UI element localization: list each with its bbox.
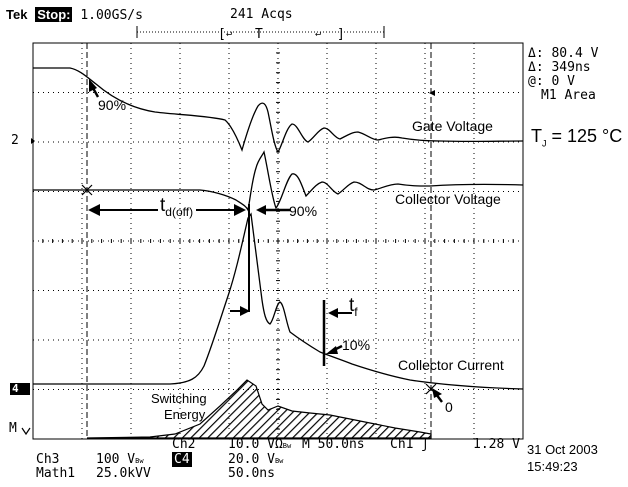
math1-scale: 25.0kVV (96, 466, 151, 481)
acquisition-count: 241 Acqs (230, 7, 293, 22)
collector-current-waveform (33, 212, 524, 390)
svg-text:]: ] (337, 27, 345, 42)
td-sub: d(off) (165, 204, 194, 219)
td-off-label: td(off) (160, 196, 193, 222)
ch4-marker: 4 (12, 382, 19, 395)
ch2-scale: 10.0 VΩ (228, 437, 283, 452)
tf-main: t (349, 295, 355, 316)
scope-header: Tek Stop: 1.00GS/s (6, 7, 143, 23)
delta-time-readout: Δ: 349ns (528, 60, 591, 75)
energy-label: Energy (164, 407, 206, 422)
trigger-position-bar: [ ↵ T ↵ ] (136, 26, 385, 42)
collector-voltage-waveform (33, 150, 524, 212)
date-stamp: 31 Oct 2003 (527, 442, 598, 457)
svg-text:↵: ↵ (226, 28, 232, 39)
trigger-slope-icon: ʃ (421, 437, 430, 452)
ch2-label: Ch2 (172, 437, 196, 452)
tf-label: tf (349, 296, 358, 322)
collector-current-label: Collector Current (398, 357, 504, 373)
math-ground-arrow (21, 427, 31, 436)
ch4-scale: 20.0 V (228, 452, 275, 467)
math1-time: 50.0ns (228, 466, 275, 481)
cursor-2-arrow (429, 90, 435, 96)
math-marker: M (9, 421, 17, 436)
td-main: t (160, 195, 166, 216)
trigger-status: Ch1 ʃ (390, 437, 429, 452)
svg-text:T: T (255, 27, 263, 42)
ch4-ground-marker (10, 383, 30, 395)
ch2-scale-status: 10.0 VΩBw (228, 437, 291, 454)
gate-voltage-waveform (33, 67, 524, 154)
ch3-scale: 100 V (96, 452, 136, 467)
collector-voltage-label: Collector Voltage (395, 191, 501, 207)
ch4-status: C4 (172, 452, 192, 467)
ch3-scale-status: 100 VBw (96, 452, 144, 469)
td-off-arrows (88, 204, 246, 216)
gate-90-percent-label: 90% (98, 97, 127, 113)
tf-sub: f (354, 304, 358, 319)
tj-sub: J (542, 138, 547, 149)
graticule-grid (32, 42, 524, 440)
ch3-bw-icon: Bw (135, 457, 144, 465)
brand-label: Tek (6, 7, 28, 22)
math-area-label: M1 Area (541, 88, 596, 103)
ch4-scale-status: 20.0 VBw (228, 452, 283, 469)
trigger-channel: Ch1 (390, 437, 414, 452)
ch2-marker: 2 (11, 133, 19, 148)
tj-value: = 125 °C (551, 126, 623, 146)
tj-prefix: T (531, 126, 542, 146)
ch4-label: C4 (172, 452, 192, 467)
switching-label: Switching (151, 391, 207, 406)
collector-90-percent-label: 90% (289, 203, 318, 219)
sample-rate: 1.00GS/s (80, 8, 143, 23)
ch2-bw-icon: Bw (282, 442, 292, 450)
timebase-status: M 50.0ns (302, 437, 365, 452)
switching-energy-area (86, 379, 432, 439)
run-state-badge: Stop: (35, 7, 73, 22)
tf-arrows (230, 300, 352, 366)
cursor-cross-markers (81, 184, 437, 395)
ch2-status: Ch2 (172, 437, 195, 452)
ch3-label: Ch3 (36, 452, 60, 467)
ch4-bw-icon: Bw (274, 457, 284, 465)
gate-voltage-label: Gate Voltage (412, 118, 493, 134)
at-voltage-readout: @: 0 V (528, 74, 575, 89)
time-stamp: 15:49:23 (527, 459, 578, 474)
svg-text:↵: ↵ (315, 28, 321, 39)
current-10-percent-label: 10% (342, 337, 371, 353)
trigger-level: 1.28 V (473, 437, 520, 452)
math1-label: Math1 (36, 466, 76, 481)
svg-text:[: [ (218, 27, 226, 42)
zero-label: 0 (445, 399, 453, 415)
delta-voltage-readout: Δ: 80.4 V (528, 46, 599, 61)
percent-arrows (89, 79, 443, 403)
junction-temperature-label: TJ = 125 °C (531, 126, 622, 154)
